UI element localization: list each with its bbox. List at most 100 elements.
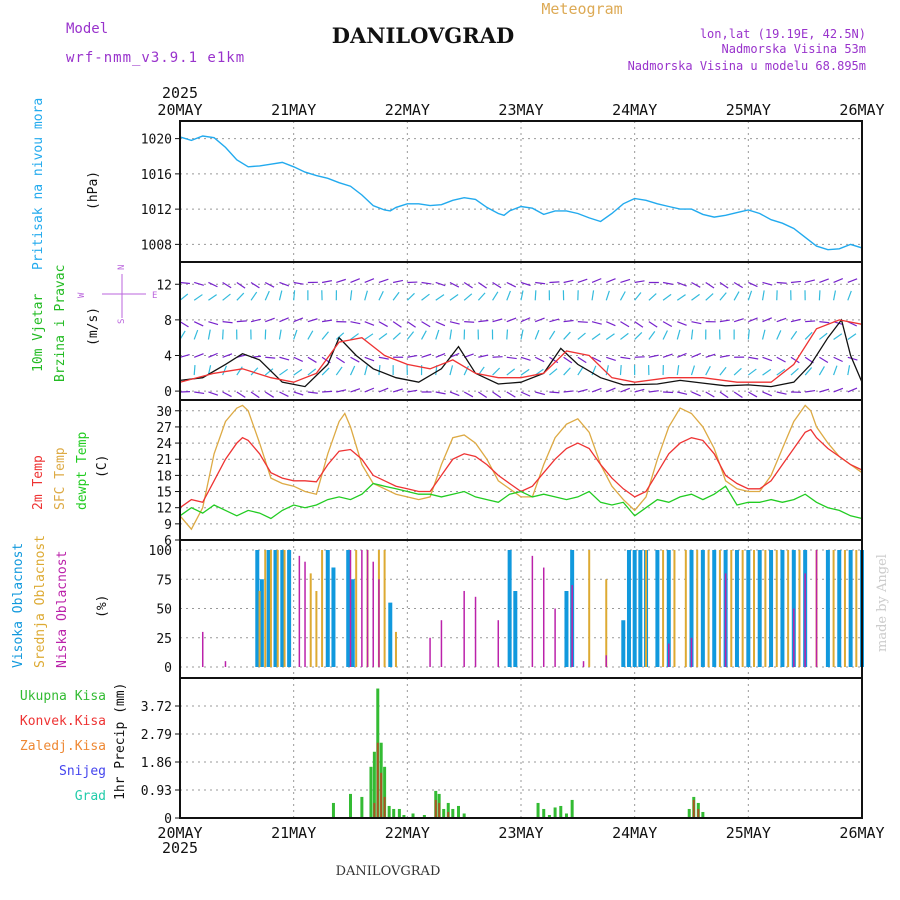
wind-arrow [832,290,837,301]
wind-arrow [748,281,758,288]
wind-arrow [435,329,440,340]
wind-arrow [705,281,715,289]
wind-arrow [208,294,217,301]
wind-arrow [634,388,645,393]
wind-arrow [364,278,375,284]
wind-arrow [549,368,558,376]
wind-arrow [193,353,204,358]
wind-arrow [520,281,531,287]
wind-arrow [520,290,524,301]
wind-label: 10m Vjetar [31,294,46,372]
precip-total-bar [331,802,335,818]
wind-arrow [776,391,787,395]
wind-arrow [477,292,486,301]
wind-arrow [776,281,787,284]
compass-e: E [152,291,157,301]
wind-arrow [790,356,800,364]
y-tick-label: 6 [164,534,172,549]
wind-arrow [250,367,259,376]
wind-arrow [534,290,537,301]
pressure-panel: 1008 1012 1016 1020 [141,120,863,263]
wind-arrow [648,354,659,358]
wind-arrow [378,356,389,360]
precip-total-bar [462,813,466,818]
precip-conv-bar [692,799,695,818]
wind-arrow [421,321,431,328]
wind-arrow [606,356,616,361]
pressure-line [179,135,863,251]
wind-arrow [591,321,602,325]
wind-arrow [335,356,345,364]
precip-conv-bar [376,742,379,818]
wind-arrow [406,331,415,340]
wind-arrow [748,391,758,398]
wind-arrow [492,356,503,358]
wind-arrow [421,281,432,285]
wind-arrow [307,330,314,340]
y-tick-label: 4 [164,349,172,364]
wind-arrow [492,367,501,376]
wind-arrow [833,333,843,340]
wind-arrow [478,354,489,358]
compass-n: N [117,265,127,270]
wind-arrow [563,279,574,284]
wind-arrow [563,390,574,393]
wind-arrow [520,368,530,376]
time-label-top: 24MAY [612,101,657,119]
wind-arrow [378,321,388,328]
time-label-top: 25MAY [726,101,771,119]
precip-total-bar [442,808,446,818]
wind-arrow [321,367,330,376]
coords-label: lon,lat (19.19E, 42.5N) [700,27,866,41]
cloud-low-label: Niska Oblacnost [55,551,70,668]
wind-arrow [577,356,587,364]
wind-arrow [690,365,696,376]
wind-arrow [322,390,333,393]
wind-arrow [549,391,560,394]
wind-arrow [435,352,446,358]
wind-arrow [549,318,560,323]
wind-arrow [378,333,388,340]
wind-arrow [719,391,729,399]
y-tick-label: 12 [156,278,172,293]
wind-arrow [719,292,727,301]
y-tick-label: 0 [164,661,172,676]
wind-arrow [506,391,516,398]
precip-frame [179,677,863,819]
wind-arrow [535,391,546,396]
cloud-mid-label: Srednja Oblacnost [33,535,48,668]
wind-arrow [407,389,418,393]
wind-arrow [733,391,743,399]
precip-legend-hail: Grad [75,789,106,804]
wind-arrow [520,317,531,323]
wind-gust-line [179,319,863,383]
wind-arrow [264,391,275,398]
wind-arrow [449,321,460,325]
wind-arrow [435,294,445,301]
wind-arrow [691,293,700,301]
wind-arrow [762,391,773,397]
wind-arrow [577,321,588,323]
wind-arrow [762,368,772,376]
wind-arrow [207,329,211,340]
wind-arrow [648,321,658,328]
wind-arrow [435,391,446,395]
time-label-top: 23MAY [498,101,543,119]
y-tick-label: 21 [156,453,172,468]
temp-unit: (C) [95,455,110,478]
cloud-high-label: Visoka Oblacnost [11,543,26,668]
wind-arrow [648,331,656,340]
wind-arrow [620,387,630,393]
wind-arrow [506,290,511,301]
time-label-top: 26MAY [839,101,884,119]
time-label-bottom: 20MAY [157,824,202,842]
wind-arrow [293,329,298,340]
wind-arrow [492,318,503,323]
precip-total-bar [360,796,364,818]
wind-arrow [662,330,668,340]
wind-arrow [222,365,228,376]
wind-arrow [677,352,687,358]
precip-legend-conv: Konvek.Kisa [20,714,106,729]
wind-arrow [534,317,545,323]
wind-arrow [535,281,546,285]
